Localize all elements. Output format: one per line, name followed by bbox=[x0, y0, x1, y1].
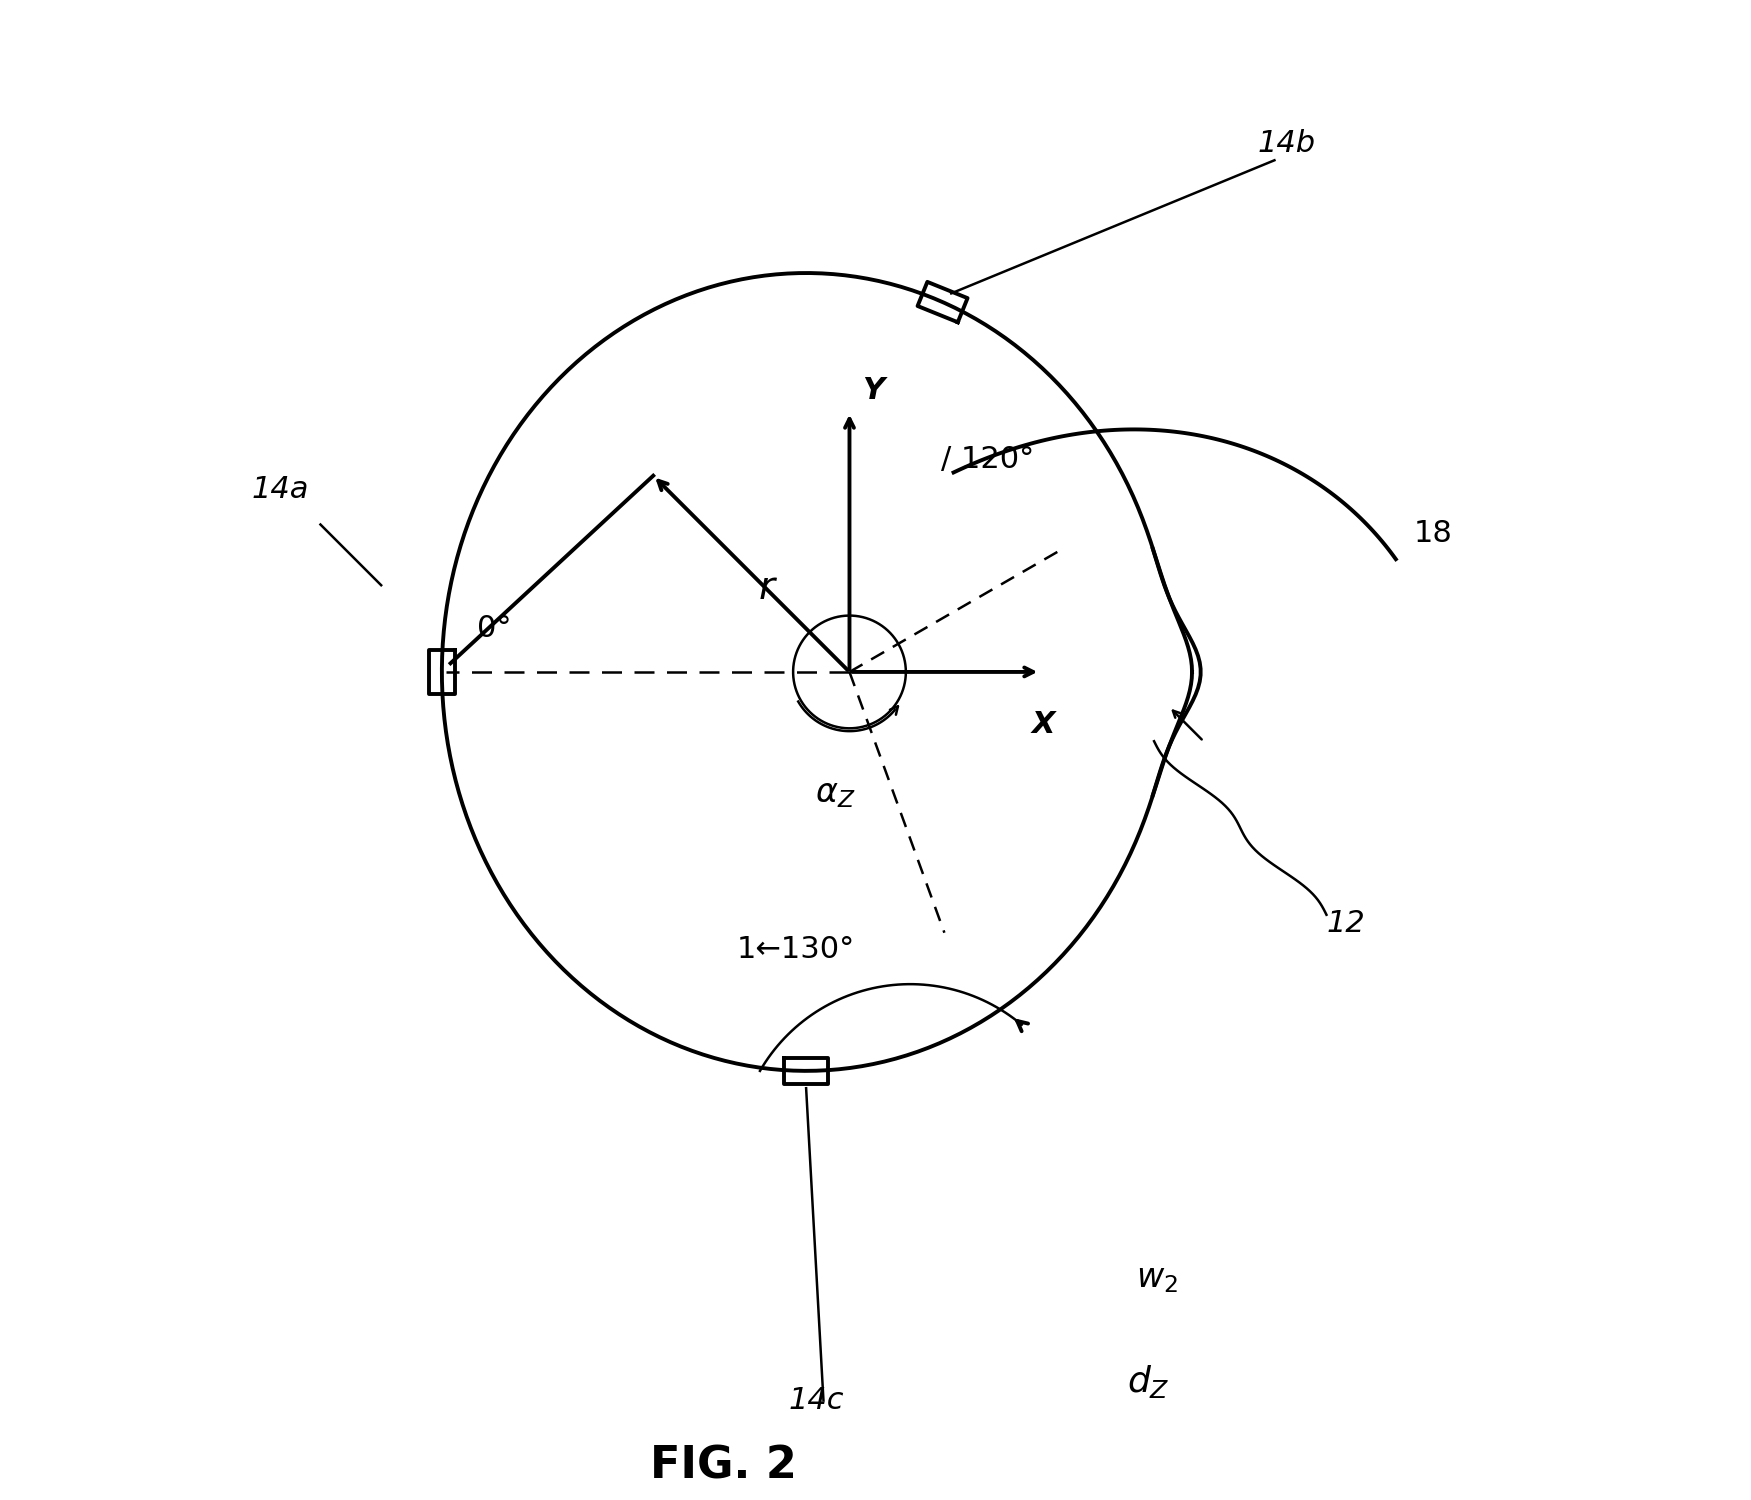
Text: 0°: 0° bbox=[476, 615, 511, 644]
Text: $w_2$: $w_2$ bbox=[1136, 1263, 1178, 1296]
Text: 14c: 14c bbox=[788, 1386, 844, 1414]
Text: 14a: 14a bbox=[250, 476, 308, 504]
Text: X: X bbox=[1031, 710, 1056, 738]
Text: 1←130°: 1←130° bbox=[737, 934, 854, 964]
Text: 14b: 14b bbox=[1257, 129, 1315, 158]
Text: 12: 12 bbox=[1327, 909, 1366, 938]
Text: Y: Y bbox=[863, 376, 884, 405]
Text: FIG. 2: FIG. 2 bbox=[650, 1444, 797, 1488]
Text: $\alpha_Z$: $\alpha_Z$ bbox=[814, 777, 854, 810]
Text: r: r bbox=[758, 568, 776, 606]
Text: $d_Z$: $d_Z$ bbox=[1128, 1364, 1170, 1400]
Text: 18: 18 bbox=[1413, 519, 1452, 548]
Text: / 120°: / 120° bbox=[940, 446, 1033, 474]
